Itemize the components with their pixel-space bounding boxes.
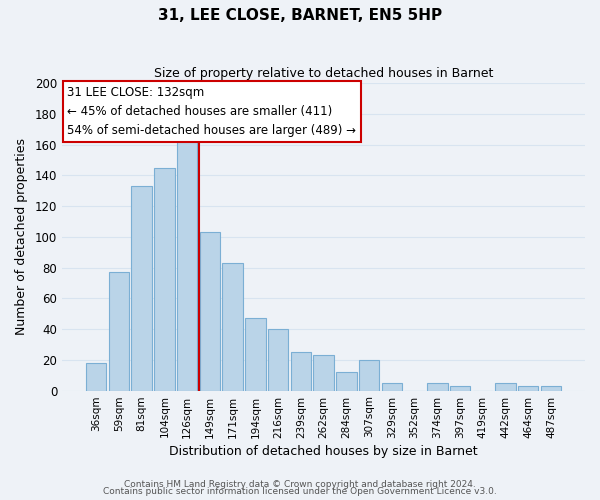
Bar (177, 137, 197, 390)
Bar (450, 386, 470, 390)
Bar (541, 386, 561, 390)
Bar (313, 355, 334, 390)
Bar (200, 232, 220, 390)
Bar (268, 329, 289, 390)
Text: 31, LEE CLOSE, BARNET, EN5 5HP: 31, LEE CLOSE, BARNET, EN5 5HP (158, 8, 442, 22)
Title: Size of property relative to detached houses in Barnet: Size of property relative to detached ho… (154, 68, 493, 80)
X-axis label: Distribution of detached houses by size in Barnet: Distribution of detached houses by size … (169, 444, 478, 458)
Bar (427, 383, 448, 390)
Bar (131, 186, 152, 390)
Bar (495, 383, 516, 390)
Bar (336, 372, 356, 390)
Bar (245, 318, 266, 390)
Bar (290, 352, 311, 391)
Bar (518, 386, 538, 390)
Bar (223, 263, 243, 390)
Text: Contains HM Land Registry data © Crown copyright and database right 2024.: Contains HM Land Registry data © Crown c… (124, 480, 476, 489)
Bar (109, 272, 129, 390)
Bar (359, 360, 379, 390)
Text: 31 LEE CLOSE: 132sqm
← 45% of detached houses are smaller (411)
54% of semi-deta: 31 LEE CLOSE: 132sqm ← 45% of detached h… (67, 86, 356, 137)
Bar (86, 363, 106, 390)
Bar (154, 168, 175, 390)
Bar (382, 383, 402, 390)
Y-axis label: Number of detached properties: Number of detached properties (15, 138, 28, 336)
Text: Contains public sector information licensed under the Open Government Licence v3: Contains public sector information licen… (103, 488, 497, 496)
